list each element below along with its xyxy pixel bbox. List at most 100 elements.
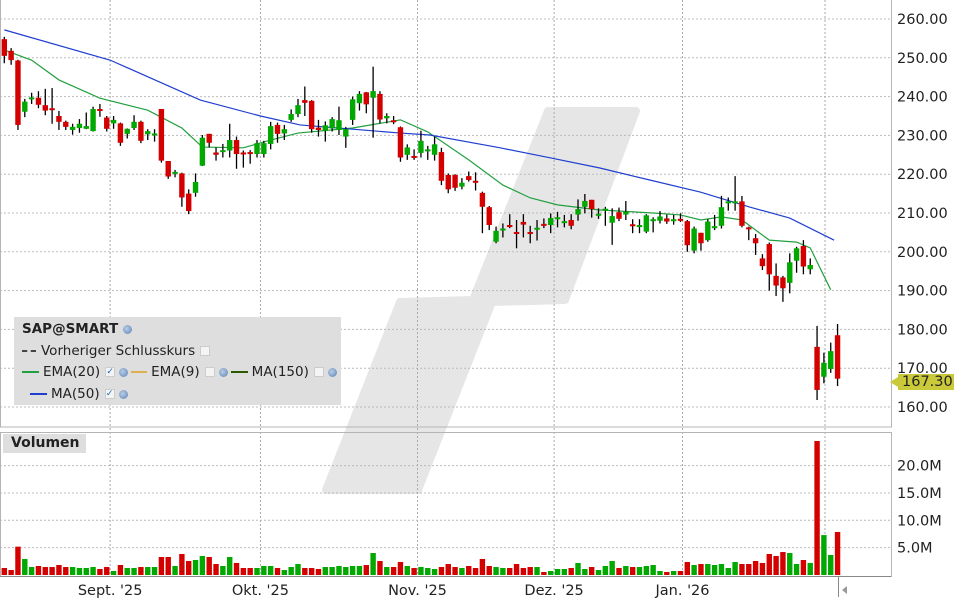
- volume-bar: [63, 567, 69, 575]
- volume-bar: [793, 564, 800, 575]
- candle-up: [636, 225, 643, 228]
- candle-up: [261, 143, 267, 155]
- candle-up: [459, 182, 465, 187]
- candle-up: [609, 216, 615, 223]
- volume-bar: [609, 560, 615, 575]
- candle-up: [22, 101, 28, 112]
- volume-bar: [418, 567, 424, 575]
- volume-bar: [438, 567, 445, 575]
- candle-down: [629, 224, 636, 227]
- volume-bar: [267, 565, 274, 575]
- ma150-settings-icon[interactable]: [327, 367, 337, 377]
- volume-bar: [691, 564, 697, 575]
- volume-bar: [104, 567, 110, 575]
- candle-down: [513, 232, 520, 235]
- grid: [0, 0, 891, 576]
- candle-up: [110, 119, 117, 124]
- candle-down: [677, 218, 684, 221]
- volume-bar: [206, 557, 212, 575]
- volume-bar: [766, 553, 772, 575]
- price-tick-label: 250.00: [897, 51, 948, 67]
- price-tick-label: 160.00: [897, 400, 948, 416]
- volume-bar: [588, 567, 595, 575]
- volume-bar: [445, 564, 451, 575]
- candle-up: [554, 217, 561, 220]
- volume-bar: [711, 564, 718, 575]
- volume-bar: [15, 546, 21, 575]
- candle-down: [97, 109, 103, 112]
- candle-down: [42, 105, 48, 111]
- ema9-swatch: [131, 371, 148, 373]
- volume-bar: [254, 567, 260, 575]
- prev-close-checkbox[interactable]: [200, 346, 211, 356]
- volume-bar: [377, 560, 383, 575]
- ma150-checkbox[interactable]: [313, 367, 324, 377]
- candle-up: [582, 200, 588, 207]
- volume-bar: [356, 565, 363, 575]
- ema9-settings-icon[interactable]: [218, 367, 228, 377]
- volume-bar: [76, 567, 83, 575]
- ma150-swatch: [230, 371, 248, 373]
- volume-bar: [807, 562, 813, 575]
- candle-down: [397, 127, 404, 158]
- candle-up: [384, 116, 390, 119]
- volume-bar: [56, 564, 62, 575]
- volume-bar: [575, 562, 581, 575]
- volume-bar: [739, 564, 745, 575]
- candle-up: [718, 207, 725, 226]
- volume-bar: [213, 564, 219, 575]
- volume-bar: [302, 567, 308, 575]
- volume-bar: [151, 567, 158, 575]
- legend-symbol[interactable]: SAP@SMART: [22, 321, 119, 337]
- candle-down: [746, 227, 752, 230]
- volume-bar: [390, 567, 397, 575]
- price-tick-label: 200.00: [897, 245, 948, 261]
- candle-down: [800, 245, 807, 267]
- candle-up: [657, 216, 663, 221]
- candle-down: [104, 117, 110, 129]
- candle-down: [15, 60, 21, 125]
- volume-bar: [554, 568, 561, 575]
- axes: 260.00 250.00 240.00 230.00 220.00 210.00 200.…: [78, 12, 948, 599]
- volume-bar: [780, 552, 786, 575]
- candle-up: [548, 218, 554, 226]
- candle-down: [35, 97, 42, 105]
- volume-bar: [295, 564, 301, 575]
- candle-down: [274, 124, 281, 134]
- volume-bar: [759, 562, 766, 575]
- volume-bar: [97, 568, 103, 575]
- ema20-checkbox[interactable]: ✓: [105, 367, 116, 377]
- volume-bar: [479, 558, 486, 575]
- volume-bar: [568, 567, 574, 575]
- scroll-arrow-icon[interactable]: [842, 586, 847, 594]
- volume-bar: [165, 557, 171, 575]
- candle-down: [486, 207, 492, 226]
- volume-bar: [131, 567, 137, 575]
- ema9-checkbox[interactable]: [204, 367, 215, 377]
- candle-down: [377, 93, 383, 120]
- volume-bar: [698, 564, 704, 575]
- ema20-settings-icon[interactable]: [119, 367, 129, 377]
- candle-up: [336, 120, 342, 130]
- price-tick-label: 190.00: [897, 284, 948, 300]
- volume-bar: [42, 567, 48, 575]
- settings-icon[interactable]: [123, 324, 133, 334]
- volume-bar: [322, 567, 329, 575]
- volume-bar: [684, 561, 690, 575]
- candle-up: [192, 181, 199, 193]
- price-tick-label: 260.00: [897, 12, 948, 28]
- volume-bar: [732, 561, 738, 575]
- volume-bar: [595, 570, 602, 575]
- ma50-checkbox[interactable]: ✓: [104, 389, 115, 399]
- volume-bar: [493, 567, 499, 575]
- candle-up: [28, 97, 35, 100]
- candle-up: [76, 123, 83, 129]
- ma50-settings-icon[interactable]: [118, 389, 128, 399]
- volume-bar: [664, 571, 670, 575]
- volume-bar: [452, 567, 458, 575]
- volume-bar: [261, 565, 267, 575]
- volume-bar: [520, 567, 527, 575]
- legend-prev-close: Vorheriger Schlusskurs: [41, 343, 196, 359]
- candle-down: [206, 133, 212, 143]
